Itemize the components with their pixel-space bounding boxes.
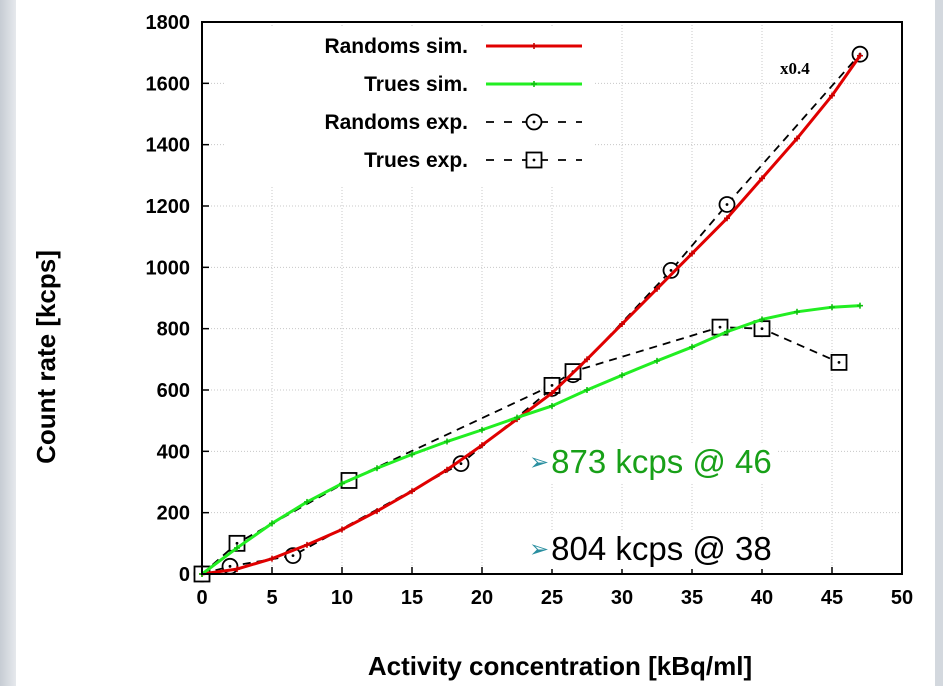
callout-trues-text: 873 kcps @ 46 [551, 443, 772, 480]
y-tick-label: 0 [179, 564, 190, 586]
trues-sim-line [201, 304, 861, 576]
legend-marker-randoms-exp [525, 113, 543, 131]
randoms-sim-point [444, 466, 450, 473]
randoms-sim-point [479, 442, 485, 449]
randoms-exp-point [718, 196, 736, 213]
x-tick-label: 10 [331, 587, 353, 609]
randoms-exp-point [662, 261, 680, 279]
randoms-sim-point [724, 215, 730, 222]
randoms-sim-point [619, 321, 625, 328]
x-tick-label: 25 [541, 587, 563, 609]
trues-exp-point [753, 320, 771, 338]
trues-sim-point [269, 520, 275, 527]
randoms-sim-point [584, 356, 590, 363]
legend-label-randoms-sim: Randoms sim. [324, 35, 468, 58]
trues-sim-point [339, 480, 345, 487]
randoms-sim-point [857, 52, 863, 59]
x-tick-label: 40 [751, 587, 773, 609]
y-tick-label: 1200 [146, 196, 191, 218]
trues-sim-point [759, 316, 765, 323]
trues-sim-point [689, 344, 695, 351]
legend-marker-trues-exp [525, 151, 543, 169]
trues-sim-point [514, 414, 520, 421]
trues-sim-point [234, 544, 240, 551]
randoms-sim-point [689, 250, 695, 257]
right-edge-strip [935, 0, 943, 686]
x-tick-label: 5 [266, 587, 277, 609]
trues-exp-point [830, 353, 848, 371]
trues-sim-point [584, 387, 590, 393]
trues-sim-series [199, 302, 863, 577]
x-tick-label: 20 [471, 587, 493, 609]
randoms-sim-point [759, 175, 765, 182]
y-tick-label: 400 [157, 441, 190, 463]
callout-trues-peak: ➢873 kcps @ 46 [527, 443, 776, 482]
randoms-sim-series [199, 52, 863, 577]
x-tick-label: 50 [891, 587, 913, 609]
trues-sim-point [857, 302, 863, 309]
y-tick-label: 600 [157, 380, 190, 402]
ticks-group: 0 5 10 15 20 25 30 35 40 45 50 0 200 400 600 800 1000 120… [146, 12, 914, 609]
trues-sim-point [829, 304, 835, 311]
trues-sim-point [479, 426, 485, 433]
callout-randoms-text: 804 kcps @ 38 [551, 530, 772, 567]
randoms-sim-point [654, 285, 660, 292]
randoms-sim-point [374, 508, 380, 515]
randoms-sim-point [829, 92, 835, 99]
trues-sim-point [794, 308, 800, 315]
randoms-sim-point [794, 135, 800, 142]
trues-sim-point [724, 328, 730, 335]
randoms-sim-point [339, 526, 345, 533]
x-tick-label: 0 [196, 587, 207, 609]
trues-sim-point [619, 372, 625, 379]
trues-sim-point [654, 357, 660, 364]
callout-randoms-peak: ➢804 kcps @ 38 [527, 530, 776, 569]
x-tick-label: 15 [401, 587, 423, 609]
y-tick-label: 800 [157, 319, 190, 341]
trues-sim-point [549, 402, 555, 409]
legend-marker-randoms-sim [531, 43, 537, 49]
y-tick-label: 200 [157, 503, 190, 525]
legend-label-trues-exp: Trues exp. [364, 149, 468, 172]
trues-sim-point [444, 438, 450, 445]
y-axis-label: Count rate [kcps] [31, 250, 61, 464]
legend-label-randoms-exp: Randoms exp. [324, 111, 468, 134]
y-tick-label: 1000 [146, 257, 191, 279]
legend-marker-trues-sim [531, 81, 537, 87]
left-edge-strip [0, 0, 16, 686]
y-tick-label: 1400 [146, 135, 191, 157]
randoms-sim-point [234, 566, 240, 573]
randoms-sim-point [549, 390, 555, 397]
x-axis-label: Activity concentration [kBq/ml] [368, 651, 752, 681]
randoms-sim-line [201, 54, 862, 576]
scale-annotation: x0.4 [780, 59, 810, 78]
trues-sim-point [409, 451, 415, 458]
randoms-sim-point [304, 541, 310, 548]
trues-sim-point [374, 465, 380, 472]
legend: Randoms sim. Trues sim. Randoms exp. Trues … [224, 26, 594, 186]
y-tick-label: 1600 [146, 73, 191, 95]
y-tick-label: 1800 [146, 12, 191, 34]
x-tick-label: 35 [681, 587, 703, 609]
arrow-bullet-icon: ➢ [529, 536, 550, 563]
x-tick-label: 30 [611, 587, 633, 609]
randoms-sim-point [269, 555, 275, 562]
randoms-sim-point [409, 488, 415, 495]
trues-exp-line [201, 326, 840, 575]
x-tick-label: 45 [821, 587, 843, 609]
legend-label-trues-sim: Trues sim. [364, 73, 468, 96]
arrow-bullet-icon: ➢ [529, 449, 550, 476]
trues-sim-point [304, 498, 310, 505]
